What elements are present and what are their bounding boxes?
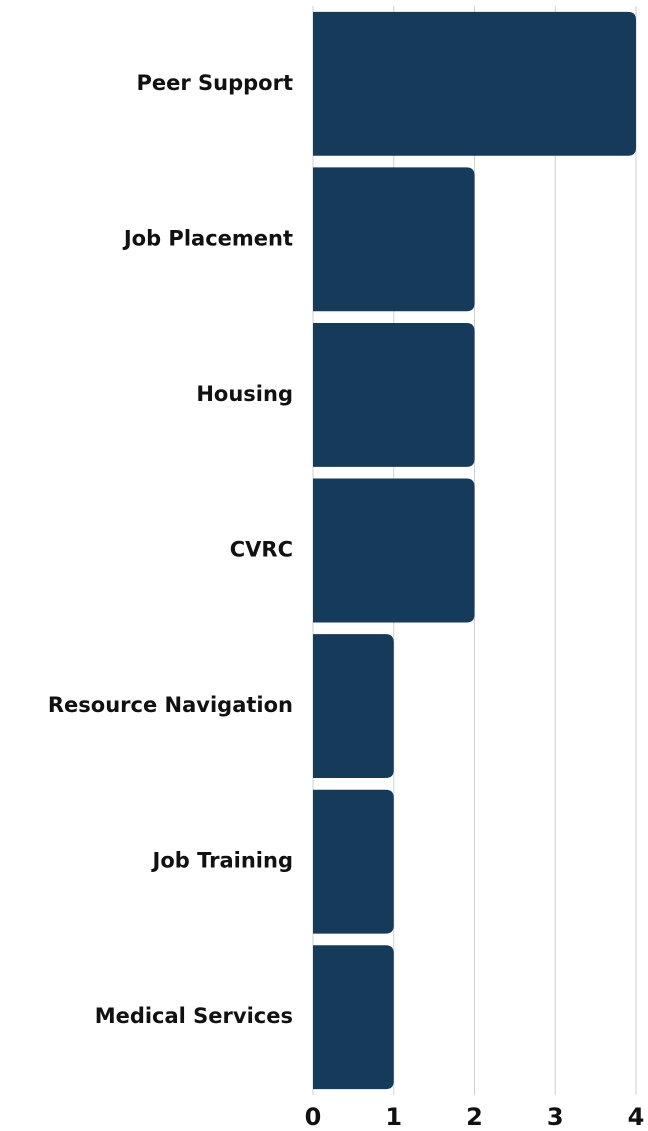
bar [313, 167, 475, 312]
y-tick-label: Job Training [151, 849, 293, 873]
y-tick-label: Housing [196, 382, 293, 406]
x-tick-label: 1 [385, 1103, 402, 1131]
y-tick-label: CVRC [230, 538, 293, 562]
y-tick-label: Medical Services [95, 1004, 293, 1028]
x-tick-label: 3 [547, 1103, 564, 1131]
x-tick-label: 0 [305, 1103, 322, 1131]
x-tick-label: 4 [628, 1103, 645, 1131]
bar [313, 789, 394, 934]
x-tick-label: 2 [466, 1103, 483, 1131]
y-tick-label: Resource Navigation [48, 693, 293, 717]
y-tick-label: Peer Support [136, 71, 293, 95]
bar [313, 11, 636, 156]
bar [313, 945, 394, 1090]
y-tick-label: Job Placement [122, 226, 293, 250]
bar [313, 322, 475, 467]
bar [313, 478, 475, 623]
bar [313, 634, 394, 779]
